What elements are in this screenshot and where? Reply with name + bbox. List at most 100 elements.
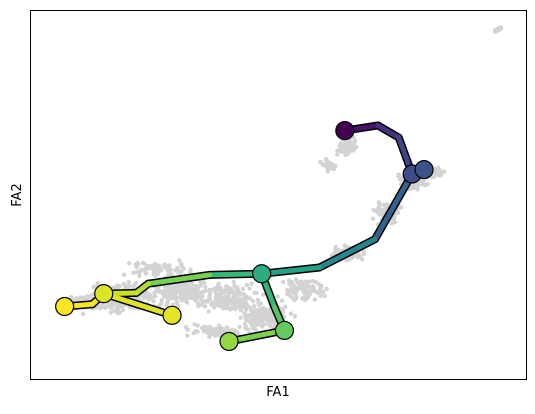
- background-cell: [324, 159, 329, 164]
- background-cell: [247, 319, 252, 324]
- trajectory-edge: [375, 122, 402, 141]
- background-cell: [125, 285, 131, 290]
- background-cell: [279, 298, 285, 303]
- background-cell: [344, 140, 350, 145]
- background-cell: [261, 292, 266, 297]
- background-cell: [120, 307, 126, 313]
- background-cell: [185, 283, 190, 289]
- background-cell: [224, 325, 230, 330]
- background-cell: [425, 182, 430, 187]
- background-cell: [200, 289, 205, 295]
- background-cell: [292, 314, 298, 319]
- background-cell: [213, 289, 218, 295]
- background-cell: [98, 306, 103, 311]
- background-cell: [260, 313, 265, 318]
- background-cell: [208, 327, 213, 332]
- background-cell: [159, 289, 164, 295]
- trajectory-node: [55, 296, 75, 317]
- background-cell: [202, 280, 207, 286]
- background-cell: [307, 290, 312, 296]
- background-cell: [238, 315, 243, 320]
- background-cell: [108, 305, 114, 310]
- background-cell: [151, 299, 156, 304]
- background-cell: [232, 283, 237, 289]
- background-cell: [192, 294, 197, 299]
- background-cell: [108, 310, 114, 315]
- background-cell: [166, 264, 171, 269]
- background-cell: [215, 296, 220, 301]
- background-cell: [182, 292, 187, 297]
- trajectory-edge: [372, 171, 415, 242]
- background-cell: [166, 296, 172, 301]
- background-cell: [324, 286, 329, 292]
- background-cell: [199, 298, 204, 303]
- background-cell: [184, 300, 190, 305]
- background-cell: [243, 300, 249, 306]
- background-cell: [215, 329, 220, 334]
- background-cell: [126, 279, 131, 285]
- background-cell: [260, 307, 265, 313]
- background-cell: [242, 312, 247, 317]
- background-cell: [408, 186, 413, 191]
- background-cell: [170, 296, 175, 301]
- background-cell: [320, 289, 326, 295]
- background-cell: [159, 297, 164, 303]
- background-cell: [207, 334, 212, 340]
- background-cell: [377, 205, 382, 210]
- background-cell: [167, 269, 172, 275]
- background-cell: [268, 316, 274, 321]
- background-cell: [202, 304, 208, 309]
- trajectory-node: [94, 284, 114, 304]
- background-cell: [171, 291, 176, 297]
- background-cell: [180, 283, 185, 288]
- background-cell: [312, 297, 317, 302]
- plot-frame: [30, 10, 527, 380]
- trajectory-node: [219, 331, 239, 352]
- background-cell: [194, 290, 199, 295]
- background-cell: [247, 305, 253, 310]
- background-cell: [163, 287, 168, 293]
- background-cell: [250, 326, 255, 331]
- background-cell: [294, 288, 299, 294]
- background-cell: [220, 297, 225, 302]
- background-cell: [281, 279, 286, 285]
- background-cell: [153, 273, 158, 278]
- background-cell: [205, 298, 210, 304]
- trajectory-node: [414, 160, 434, 180]
- background-cell: [265, 313, 270, 318]
- background-cell: [247, 286, 252, 291]
- background-cell: [203, 284, 208, 290]
- background-cell: [252, 314, 257, 319]
- background-cell: [288, 311, 294, 316]
- background-cell: [163, 293, 169, 299]
- x-axis-label: FA1: [266, 385, 289, 400]
- background-cell: [238, 300, 244, 305]
- background-cell: [188, 267, 193, 272]
- background-cell: [219, 330, 225, 335]
- background-cell: [259, 319, 264, 324]
- background-cell: [217, 303, 222, 308]
- background-cell: [294, 296, 299, 301]
- background-cell: [212, 305, 217, 310]
- background-cell: [395, 210, 401, 215]
- background-cell: [315, 290, 320, 295]
- background-cell: [198, 283, 203, 288]
- background-cell: [223, 295, 228, 300]
- background-cell: [360, 257, 365, 262]
- background-cell: [337, 144, 342, 149]
- background-cell: [324, 164, 329, 169]
- background-cell: [318, 159, 323, 165]
- background-cell: [179, 298, 184, 303]
- background-cell: [243, 325, 248, 330]
- background-cell: [140, 260, 146, 266]
- background-cell: [254, 319, 259, 324]
- background-cell: [304, 294, 309, 299]
- background-cell: [249, 281, 254, 286]
- trajectory-node: [162, 305, 182, 325]
- background-cell: [200, 294, 205, 299]
- trajectory-edge: [133, 281, 151, 296]
- background-cell: [289, 295, 295, 300]
- background-cell: [256, 322, 262, 327]
- background-cell: [174, 286, 179, 291]
- background-cell: [227, 301, 233, 306]
